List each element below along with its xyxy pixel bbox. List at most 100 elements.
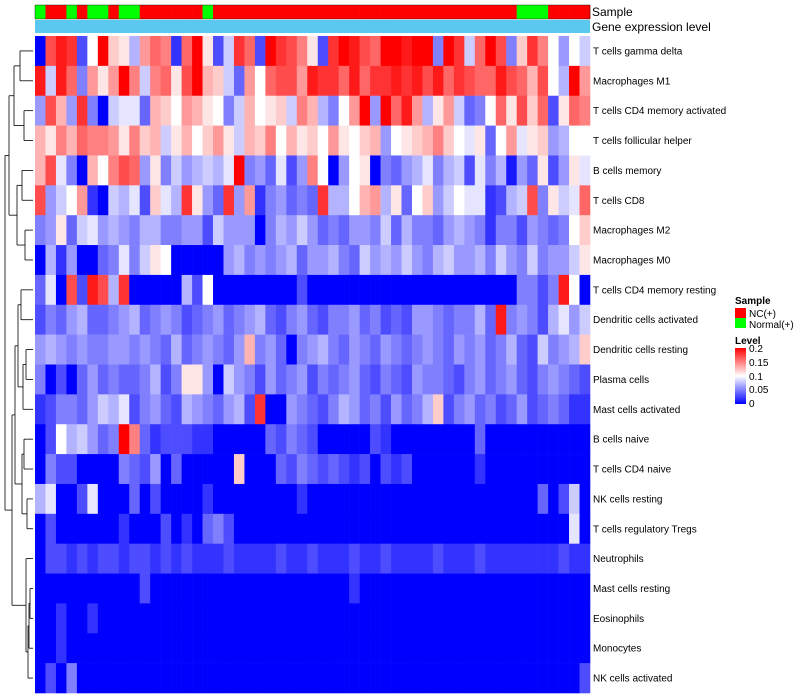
heatmap-cell [76,304,88,335]
heatmap-cell [317,603,329,634]
heatmap-cell [401,454,413,485]
heatmap-cell [213,573,224,604]
heatmap-cell [349,36,360,67]
heatmap-cell [244,424,256,455]
heatmap-cell [464,65,476,97]
heatmap-cell [474,155,486,186]
heatmap-cell [254,245,266,276]
heatmap-cell [171,125,182,156]
heatmap-cell [579,394,591,425]
heatmap-cell [171,513,182,544]
heatmap-cell [380,424,392,455]
heatmap-cell [97,364,109,395]
heatmap-cell [380,633,392,664]
heatmap-cell [35,304,46,335]
heatmap-cell [150,543,161,574]
heatmap-cell [548,513,559,544]
heatmap-cell [391,185,402,216]
heatmap-cell [160,603,172,634]
heatmap-cell [422,125,434,156]
heatmap-cell [349,185,360,216]
heatmap-cell [495,125,507,156]
heatmap-cell [411,543,423,574]
heatmap-cell [464,334,476,365]
heatmap-cell [66,483,78,515]
heatmap-cell [527,603,538,634]
heatmap-cell [370,185,381,216]
heatmap-cell [527,65,538,97]
heatmap-cell [328,573,339,604]
heatmap-cell [432,424,444,455]
heatmap-cell [55,215,67,246]
heatmap-cell [171,245,182,276]
heatmap-cell [192,633,203,664]
heatmap-cell [97,95,109,126]
heatmap-cell [181,394,193,425]
heatmap-cell [76,95,88,126]
heatmap-cell [286,454,298,485]
heatmap-cell [244,65,256,97]
heatmap-cell [516,155,528,186]
heatmap-cell [401,603,413,634]
heatmap-cell [537,573,549,604]
heatmap-cell [286,125,298,156]
heatmap-cell [349,663,360,694]
heatmap-cell [129,95,141,126]
heatmap-cell [569,603,580,634]
heatmap-cell [338,364,350,395]
sample-annotation-cell [338,5,350,19]
heatmap-cell [453,454,465,485]
heatmap-cell [411,394,423,425]
heatmap-cell [150,125,161,156]
heatmap-cell [296,483,308,515]
heatmap-cell [317,483,329,515]
heatmap-cell [516,65,528,97]
heatmap-cell [307,36,319,67]
heatmap-cell [411,513,423,544]
heatmap-cell [265,573,277,604]
heatmap-cell [432,304,444,335]
heatmap-cell [139,65,151,97]
heatmap-cell [464,394,476,425]
heatmap-cell [55,663,67,694]
heatmap-cell [244,36,256,67]
heatmap-cell [87,633,99,664]
heatmap-cell [45,185,57,216]
heatmap-cell [422,274,434,306]
heatmap-cell [129,364,141,395]
heatmap-cell [317,155,329,186]
heatmap-cell [66,185,78,216]
heatmap-cell [548,274,559,306]
heatmap-cell [453,543,465,574]
heatmap-cell [579,304,591,335]
heatmap-cell [432,155,444,186]
heatmap-cell [317,215,329,246]
heatmap-cell [213,274,224,306]
heatmap-cell [265,424,277,455]
heatmap-cell [45,125,57,156]
heatmap-cell [453,633,465,664]
heatmap-cell [359,663,371,694]
heatmap-cell [401,125,413,156]
heatmap-cell [296,334,308,365]
heatmap-cell [370,334,381,365]
heatmap-cell [45,95,57,126]
heatmap-cell [66,65,78,97]
heatmap-cell [558,513,570,544]
heatmap-cell [495,364,507,395]
sample-annotation-cell [76,5,88,19]
heatmap-cell [223,304,235,335]
heatmap-cell [275,483,287,515]
heatmap-cell [129,424,141,455]
heatmap-cell [558,65,570,97]
sample-annotation-cell [97,5,109,19]
heatmap-cell [338,573,350,604]
heatmap-cell [35,125,46,156]
heatmap-cell [548,304,559,335]
heatmap-cell [192,424,203,455]
heatmap-cell [338,65,350,97]
heatmap-cell [202,424,214,455]
heatmap-cell [328,483,339,515]
heatmap-cell [401,663,413,694]
heatmap-cell [506,215,517,246]
